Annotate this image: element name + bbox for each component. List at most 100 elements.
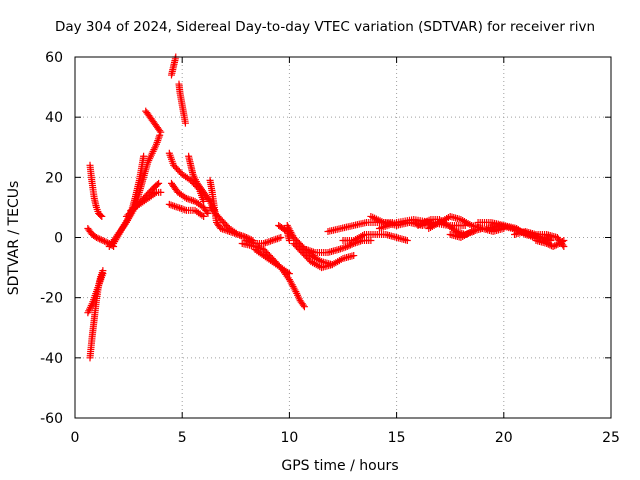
data-point [336,245,344,253]
series-track-13 [167,179,212,217]
data-point [284,268,292,276]
data-point [275,234,283,242]
data-point [155,179,163,187]
data-point [182,194,190,202]
data-point [99,237,107,245]
data-point [170,202,178,210]
y-tick-label: -60 [40,411,63,427]
data-point [265,238,273,246]
y-tick-label: 40 [45,110,63,126]
data-point [342,243,350,251]
data-point [272,235,280,243]
series-track-30 [425,212,486,232]
data-point [260,240,268,248]
data-point [165,200,173,208]
data-point [543,240,551,248]
data-point [181,206,189,214]
series-track-19 [251,246,293,278]
data-point [241,233,249,241]
data-point [542,235,550,243]
series-track-3 [84,270,107,317]
data-point [97,236,105,244]
data-point [96,235,104,243]
data-point [151,190,159,198]
data-point [157,128,165,136]
data-point [184,195,192,203]
data-point [299,301,307,309]
data-point [236,231,244,239]
data-point [188,196,196,204]
series-track-11 [175,80,189,127]
series-track-9 [142,107,165,136]
data-point [552,241,560,249]
data-point [508,224,516,232]
data-point [551,242,559,250]
data-point [140,152,148,160]
data-point [186,196,194,204]
data-point [303,246,311,254]
data-point [343,243,351,251]
data-point [403,237,411,245]
data-point [157,188,165,196]
data-point [263,238,271,246]
data-point [177,205,185,213]
data-point [545,236,553,244]
axis-ticks: 0 5 10 15 20 25 -60 -40 -20 0 20 40 60 [40,50,620,446]
y-tick-label: 60 [45,50,63,66]
x-tick-label: 10 [280,430,298,446]
data-point [270,236,278,244]
data-point [243,237,251,245]
data-point [560,243,568,251]
data-point [367,237,375,245]
series-track-26 [339,230,411,245]
data-point [204,209,212,217]
data-point [181,119,189,127]
data-point [102,238,110,246]
y-tick-label: -40 [40,351,63,367]
data-point [268,237,276,245]
data-point [544,235,552,243]
data-point [285,270,293,278]
data-point [454,228,462,236]
data-point [200,212,208,220]
data-point [328,261,336,269]
data-point [340,244,348,252]
x-tick-label: 0 [71,430,80,446]
data-point [335,246,343,254]
data-point [277,234,285,241]
data-point [217,224,225,232]
x-tick-label: 25 [602,430,620,446]
data-point [156,127,164,135]
series-track-23 [290,240,336,272]
data-point [198,211,206,219]
data-point [544,240,552,248]
data-point [249,239,257,247]
x-tick-label: 20 [495,430,513,446]
data-point [100,237,108,245]
data-point [549,243,557,251]
data-point [560,237,568,245]
data-point [285,237,293,245]
data-point [309,248,317,256]
data-point [546,241,554,249]
data-point [244,237,252,245]
data-point [219,225,227,233]
data-point [167,201,175,209]
data-point [98,212,106,220]
data-point [94,234,102,242]
data-point [92,234,100,241]
data-point [99,270,107,278]
data-point [456,229,464,237]
data-point [220,226,228,234]
data-point [273,235,281,243]
data-point [308,247,316,255]
data-point [234,230,242,238]
y-tick-label: 0 [54,231,63,247]
data-point [558,238,566,246]
data-point [153,181,161,189]
data-point [246,238,254,246]
data-points [84,53,568,362]
chart-title: Day 304 of 2024, Sidereal Day-to-day VTE… [55,19,595,35]
y-tick-label: 20 [45,170,63,186]
